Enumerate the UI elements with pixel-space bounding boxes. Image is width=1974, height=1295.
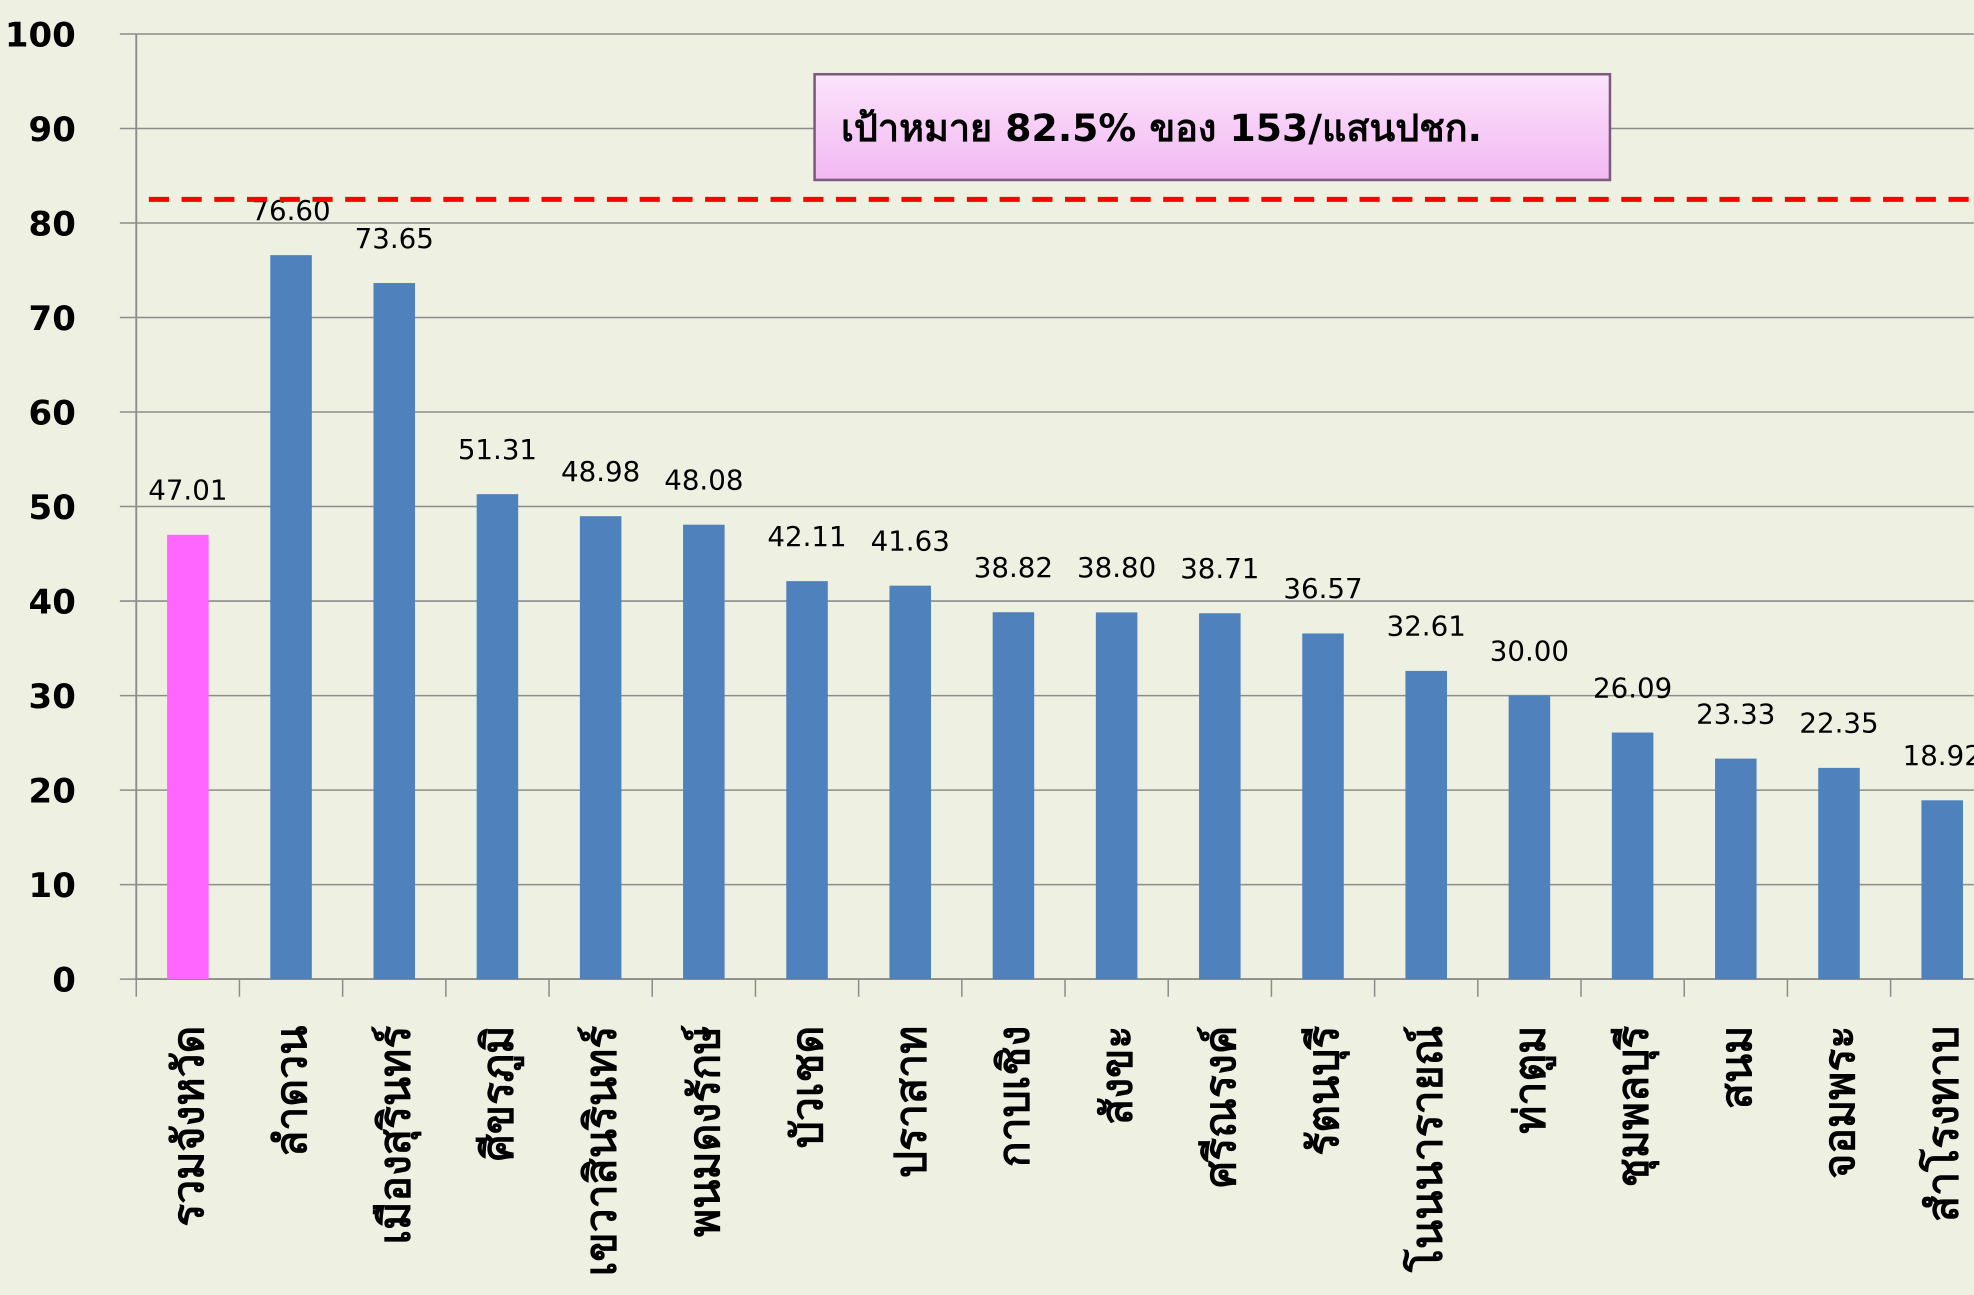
value-label: 38.82: [974, 551, 1053, 584]
y-tick-label: 30: [29, 677, 76, 717]
y-tick-label: 20: [29, 772, 76, 812]
value-label: 36.57: [1283, 572, 1362, 605]
x-tick-label: สำโรงทาบ: [1916, 1026, 1968, 1222]
x-tick-label: สนม: [1712, 1026, 1762, 1110]
bar: [786, 581, 828, 980]
x-tick-label: ชุมพลบุรี: [1609, 1026, 1660, 1188]
y-tick-label: 80: [29, 205, 76, 245]
value-label: 42.11: [767, 520, 846, 553]
value-label: 48.98: [561, 455, 640, 488]
bar: [476, 494, 519, 980]
bar: [1508, 695, 1551, 980]
bar: [1199, 613, 1241, 980]
y-tick-label: 40: [29, 583, 76, 623]
x-tick-label: บัวเชด: [783, 1026, 833, 1149]
value-label: 30.00: [1490, 634, 1569, 667]
x-tick-label: ท่าตูม: [1506, 1026, 1557, 1134]
value-label: 18.92: [1903, 739, 1974, 772]
value-label: 32.61: [1387, 610, 1466, 643]
bar: [889, 585, 931, 980]
bar: [270, 255, 312, 980]
bar: [1095, 612, 1138, 980]
y-tick-label: 50: [29, 488, 76, 528]
annotation-box: [813, 72, 1612, 182]
bar: [1921, 800, 1963, 980]
bar: [1818, 767, 1860, 980]
y-tick-label: 70: [29, 299, 76, 339]
x-tick-label: รวมจังหวัด: [164, 1026, 214, 1227]
x-tick-label: กาบเชิง: [990, 1026, 1040, 1168]
value-label: 41.63: [871, 524, 950, 557]
bar: [167, 534, 209, 980]
value-label: 22.35: [1799, 707, 1878, 740]
y-tick-label: 90: [29, 110, 76, 150]
x-tick-label: รัตนบุรี: [1299, 1026, 1350, 1156]
y-tick-label: 0: [52, 961, 76, 1001]
bar: [1405, 670, 1447, 980]
bar: [1611, 732, 1654, 980]
value-label: 38.80: [1077, 551, 1156, 584]
bar: [1302, 633, 1344, 980]
value-label: 38.71: [1180, 552, 1259, 585]
bar: [683, 524, 725, 980]
value-label: 73.65: [355, 222, 434, 255]
x-tick-label: พนมดงรักษ์: [680, 1025, 730, 1237]
x-tick-label: เขวาสินรินทร์: [577, 1026, 627, 1277]
x-tick-label: โนนนารายณ์: [1400, 1026, 1452, 1273]
x-tick-label: ศีขรภูมิ: [474, 1026, 525, 1162]
value-label: 48.08: [664, 463, 743, 496]
y-tick-label: 60: [29, 394, 76, 434]
bar: [992, 612, 1035, 980]
x-tick-label: ลำดวน: [267, 1026, 317, 1157]
x-tick-label: จอมพระ: [1815, 1026, 1865, 1179]
x-tick-label: เมืองสุรินทร์: [370, 1026, 421, 1245]
x-tick-label: สังขะ: [1093, 1026, 1143, 1125]
x-tick-label: ปราสาท: [886, 1026, 936, 1178]
value-label: 51.31: [458, 433, 537, 466]
bar: [373, 283, 416, 980]
x-tick-label: ศรีณรงค์: [1196, 1026, 1246, 1188]
value-label: 47.01: [148, 474, 227, 507]
bar: [1715, 758, 1757, 980]
bar: [579, 516, 622, 980]
y-tick-label: 10: [29, 866, 76, 906]
y-tick-label: 100: [5, 16, 76, 56]
annotation: เป้าหมาย 82.5% ของ 153/แสนปชก.: [841, 106, 1482, 150]
value-label: 23.33: [1696, 697, 1775, 730]
value-label: 26.09: [1593, 671, 1672, 704]
